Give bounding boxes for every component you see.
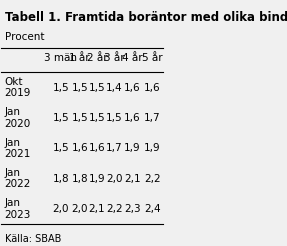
Text: 1,6: 1,6 [71,143,88,153]
Text: 3 män: 3 män [44,53,77,63]
Text: 2,2: 2,2 [106,204,123,214]
Text: 1,5: 1,5 [106,113,123,123]
Text: Okt
2019: Okt 2019 [5,77,31,98]
Text: 1,5: 1,5 [89,113,105,123]
Text: Jan
2020: Jan 2020 [5,107,31,129]
Text: 1,8: 1,8 [71,174,88,184]
Text: 1,6: 1,6 [89,143,105,153]
Text: 2 år: 2 år [87,53,107,63]
Text: Källa: SBAB: Källa: SBAB [5,234,61,244]
Text: 2,0: 2,0 [106,174,123,184]
Text: 1,4: 1,4 [106,83,123,93]
Text: Procent: Procent [5,32,44,42]
Text: 1,9: 1,9 [89,174,105,184]
Text: Tabell 1. Framtida boräntor med olika bindningstid: Tabell 1. Framtida boräntor med olika bi… [5,11,287,24]
Text: 2,2: 2,2 [144,174,160,184]
Text: 1,5: 1,5 [53,143,69,153]
Text: 1,5: 1,5 [71,113,88,123]
Text: 1,5: 1,5 [53,83,69,93]
Text: 2,4: 2,4 [144,204,160,214]
Text: 5 år: 5 år [142,53,162,63]
Text: 2,0: 2,0 [71,204,88,214]
Text: 1,6: 1,6 [144,83,160,93]
Text: 2,1: 2,1 [124,174,141,184]
Text: 1,5: 1,5 [71,83,88,93]
Text: 1,9: 1,9 [124,143,141,153]
Text: 1,7: 1,7 [144,113,160,123]
Text: 4 år: 4 år [122,53,143,63]
Text: Jan
2021: Jan 2021 [5,138,31,159]
Text: 2,3: 2,3 [124,204,141,214]
Text: 1,8: 1,8 [53,174,69,184]
Text: 1,6: 1,6 [124,113,141,123]
Text: 1,6: 1,6 [124,83,141,93]
Text: 1,5: 1,5 [53,113,69,123]
Text: Jan
2022: Jan 2022 [5,168,31,189]
Text: 1,9: 1,9 [144,143,160,153]
Text: 3 år: 3 år [104,53,125,63]
Text: 1,5: 1,5 [89,83,105,93]
Text: 2,1: 2,1 [89,204,105,214]
Text: 1,7: 1,7 [106,143,123,153]
Text: 2,0: 2,0 [53,204,69,214]
Text: 1 år: 1 år [69,53,90,63]
Text: Jan
2023: Jan 2023 [5,198,31,220]
